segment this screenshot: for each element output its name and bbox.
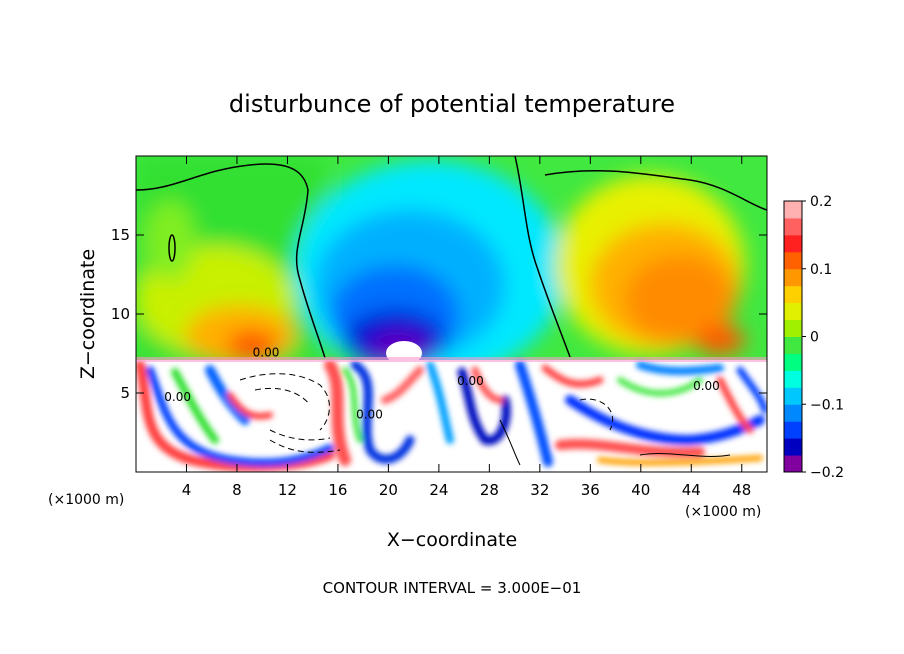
band-blue-3 <box>350 360 415 464</box>
band-blue-6 <box>515 360 553 467</box>
contour-label: 0.00 <box>164 390 191 404</box>
x-tick-label: 8 <box>232 481 242 499</box>
colorbar-swatch <box>784 234 802 253</box>
band-blue-4 <box>426 361 454 444</box>
x-tick-label: 40 <box>631 481 650 499</box>
band-red-4 <box>381 366 424 404</box>
x-tick-label: 28 <box>480 481 499 499</box>
contour-label: 0.00 <box>457 374 484 388</box>
upper-field <box>136 156 745 380</box>
x-unit-left: (×1000 m) <box>48 492 124 508</box>
colorbar-swatch <box>784 285 802 304</box>
colorbar-tick-label: 0.1 <box>810 262 832 278</box>
x-ticks: 4 8 12 16 20 24 28 32 36 40 44 48 <box>182 156 751 499</box>
band-red-2 <box>227 392 273 420</box>
x-tick-label: 36 <box>581 481 600 499</box>
colorbar-swatch <box>784 302 802 321</box>
lower-contours <box>239 373 731 466</box>
band-blue-2 <box>205 365 250 425</box>
chart-title: disturbunce of potential temperature <box>229 90 675 118</box>
zero-contour-left <box>136 163 326 359</box>
band-red-3 <box>324 359 351 466</box>
band-blue-7 <box>565 395 765 446</box>
band-red-7 <box>555 438 705 458</box>
contour-label: 0.00 <box>253 346 280 360</box>
field-right-red <box>695 325 745 355</box>
contour-label: 0.00 <box>356 407 383 421</box>
colorbar-swatch <box>784 336 802 354</box>
lower-field <box>136 357 767 472</box>
band-orange-1 <box>597 455 763 466</box>
colorbar-tick-label: −0.2 <box>810 465 844 481</box>
band-green-1 <box>171 368 219 444</box>
colorbar-swatch <box>784 438 802 456</box>
colorbar-swatch <box>784 353 802 371</box>
zero-contour-topright <box>544 169 767 211</box>
contour-interval-footer: CONTOUR INTERVAL = 3.000E−01 <box>323 579 582 597</box>
y-ticks: 5 10 15 <box>111 226 767 402</box>
x-tick-label: 4 <box>182 481 192 499</box>
band-red-8 <box>716 376 754 434</box>
zero-contour-small <box>168 234 176 262</box>
colorbar-swatch <box>784 421 802 439</box>
x-tick-label: 20 <box>379 481 398 499</box>
x-tick-label: 24 <box>429 481 448 499</box>
y-tick-label: 15 <box>111 226 130 244</box>
y-tick-label: 5 <box>120 384 130 402</box>
colorbar: 0.2 0.1 0 −0.1 −0.2 <box>783 194 844 481</box>
plot-area <box>136 156 767 472</box>
colorbar-swatch <box>784 251 802 270</box>
colorbar-tick-label: −0.1 <box>810 397 844 413</box>
x-tick-label: 12 <box>278 481 297 499</box>
layer-divider <box>136 357 767 362</box>
band-blue-5 <box>457 367 511 446</box>
colorbar-swatch <box>784 268 802 287</box>
contour-labels: 0.00 0.00 0.00 0.00 0.00 <box>164 346 719 422</box>
colorbar-tick-label: 0 <box>810 330 819 346</box>
x-tick-label: 16 <box>328 481 347 499</box>
band-blue-1 <box>146 366 334 467</box>
field-right-deep-orange <box>625 255 735 345</box>
band-blue-9 <box>736 366 767 414</box>
upper-contours <box>136 156 767 359</box>
colorbar-swatch <box>784 387 802 405</box>
zero-contour-right <box>514 156 571 358</box>
colorbar-swatch <box>784 201 802 219</box>
colorbar-tick-label: 0.2 <box>810 194 832 210</box>
band-blue-8 <box>636 361 724 375</box>
colorbar-swatch <box>784 217 802 236</box>
band-green-3 <box>617 377 703 397</box>
y-axis-label: Z−coordinate <box>77 249 99 379</box>
contour-label: 0.00 <box>693 379 720 393</box>
colorbar-swatch <box>784 370 802 388</box>
x-tick-label: 48 <box>732 481 751 499</box>
band-green-2 <box>342 367 363 443</box>
y-tick-label: 10 <box>111 305 130 323</box>
colorbar-swatch <box>784 319 802 337</box>
band-red-1 <box>136 360 335 472</box>
field-left-red <box>227 331 277 359</box>
x-axis-label: X−coordinate <box>387 529 517 551</box>
colorbar-swatch <box>784 455 802 473</box>
x-tick-label: 44 <box>682 481 701 499</box>
x-tick-label: 32 <box>530 481 549 499</box>
band-red-5 <box>471 366 504 404</box>
band-red-6 <box>541 364 604 388</box>
colorbar-swatch <box>784 404 802 422</box>
x-unit-right: (×1000 m) <box>685 504 761 520</box>
